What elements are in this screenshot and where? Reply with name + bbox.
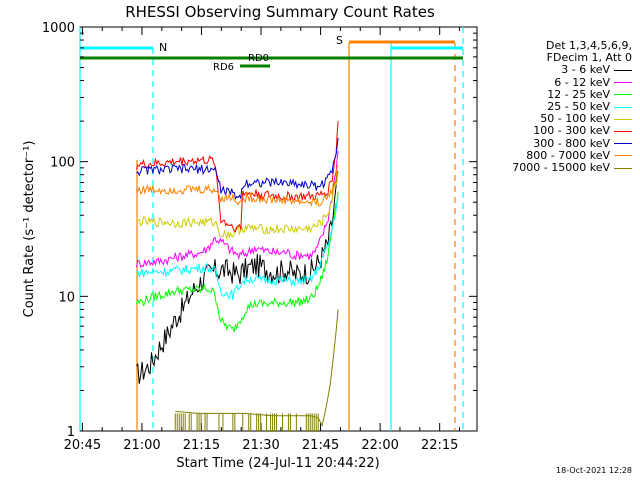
y-tick-label: 100	[50, 156, 75, 171]
legend-entry-label: 7000 - 15000 keV	[512, 161, 610, 175]
x-tick-label: 20:45	[64, 438, 101, 453]
y-tick-label: 10	[58, 290, 75, 305]
x-tick-label: 22:15	[421, 438, 458, 453]
generation-timestamp: 18-Oct-2021 12:28	[556, 466, 632, 475]
legend-entry: 3 - 6 keV	[486, 64, 632, 76]
y-tick-label: 1	[67, 425, 75, 440]
legend-entry-label: 50 - 100 keV	[540, 112, 610, 126]
legend-swatch	[614, 118, 632, 120]
legend-entry: 6 - 12 keV	[486, 75, 632, 89]
legend-swatch	[614, 167, 632, 169]
x-tick-label: 21:45	[302, 438, 339, 453]
legend-entry: 300 - 800 keV	[486, 136, 632, 150]
series-line-5	[135, 121, 339, 233]
legend-entry-label: 100 - 300 keV	[533, 124, 610, 138]
legend-entry: 12 - 25 keV	[486, 87, 632, 101]
legend-entry: 50 - 100 keV	[486, 113, 632, 125]
legend-entry-label: 25 - 50 keV	[547, 100, 610, 114]
series-line-6	[136, 137, 339, 201]
rd0-flag-label: RD0	[248, 53, 269, 64]
legend-entry: 25 - 50 keV	[486, 100, 632, 114]
legend-entry-label: 6 - 12 keV	[554, 75, 610, 89]
y-axis-label: Count Rate (s⁻¹ detector⁻¹)	[22, 141, 37, 318]
y-tick-label: 1000	[42, 21, 75, 36]
observing-flags-layer: N S RD0 RD6	[79, 27, 464, 431]
x-tick-label: 21:15	[183, 438, 220, 453]
legend-swatch	[614, 106, 632, 108]
legend-swatch	[614, 70, 632, 71]
legend-swatch	[614, 94, 632, 96]
legend-entry: 800 - 7000 keV	[486, 148, 632, 162]
series-lines	[135, 121, 339, 431]
legend-header-line-1: Det 1,3,4,5,6,9,	[545, 39, 632, 52]
legend-header-line-2: FDecim 1, Att 0	[546, 51, 632, 65]
legend-swatch	[614, 155, 632, 157]
x-axis-label: Start Time (24-Jul-11 20:44:22)	[176, 456, 379, 471]
legend-entry: 100 - 300 keV	[486, 125, 632, 137]
rd6-flag-label: RD6	[213, 62, 234, 73]
saa-flag-label: S	[336, 34, 343, 47]
legend-entry-label: 3 - 6 keV	[561, 63, 610, 77]
series-line-7	[135, 164, 339, 207]
x-tick-label: 21:00	[123, 438, 160, 453]
tick-labels: 1 10 100 1000 20:45 21:00 21:15 21:30 21:45 22:00…	[42, 21, 459, 453]
x-tick-label: 22:00	[361, 438, 398, 453]
legend-entry-label: 12 - 25 keV	[547, 87, 610, 101]
night-flag-label: N	[159, 41, 167, 54]
series-line-0	[136, 170, 339, 384]
legend: Det 1,3,4,5,6,9, FDecim 1, Att 0 3 - 6 k…	[486, 39, 632, 175]
x-tick-label: 21:30	[242, 438, 279, 453]
chart-title: RHESSI Observing Summary Count Rates	[125, 3, 435, 21]
legend-swatch	[614, 143, 632, 145]
legend-swatch	[614, 82, 632, 84]
series-line-3	[136, 196, 339, 301]
legend-entry-label: 800 - 7000 keV	[526, 148, 610, 162]
legend-entry: 7000 - 15000 keV	[486, 161, 632, 175]
axis-ticks	[80, 26, 477, 432]
legend-swatch	[614, 131, 632, 133]
series-line-1	[135, 150, 339, 269]
series-line-2	[135, 191, 339, 333]
legend-entry-label: 300 - 800 keV	[533, 136, 610, 150]
